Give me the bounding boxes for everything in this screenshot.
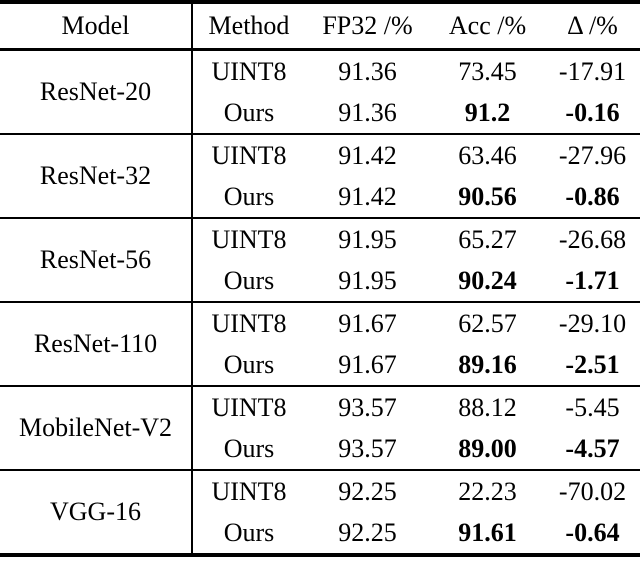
fp32-cell: 91.42 bbox=[305, 133, 430, 176]
acc-cell: 22.23 bbox=[430, 469, 545, 512]
fp32-cell: 91.95 bbox=[305, 217, 430, 260]
col-header-method: Method bbox=[191, 2, 305, 51]
delta-cell: -27.96 bbox=[545, 133, 640, 176]
model-cell: MobileNet-V2 bbox=[0, 385, 192, 470]
fp32-cell: 91.36 bbox=[338, 56, 397, 86]
method-cell: UINT8 bbox=[191, 301, 305, 344]
acc-cell: 91.2 bbox=[464, 97, 511, 127]
delta-cell: -1.71 bbox=[565, 265, 620, 295]
table-row: MobileNet-V2 UINT8 93.57 88.12 -5.45 bbox=[0, 385, 640, 470]
delta-cell: -17.91 bbox=[558, 56, 627, 86]
delta-cell: -4.57 bbox=[565, 433, 620, 463]
method-cell: UINT8 bbox=[191, 217, 305, 260]
table-row: ResNet-20 UINT8 91.36 73.45 -17.91 bbox=[0, 49, 640, 106]
fp32-cell: 91.67 bbox=[338, 349, 397, 379]
acc-cell: 89.00 bbox=[458, 433, 517, 463]
table-row: Ours 91.42 90.56 -0.86 bbox=[0, 176, 640, 218]
acc-cell: 65.27 bbox=[430, 217, 545, 260]
fp32-cell: 92.25 bbox=[338, 517, 397, 547]
delta-cell: -5.45 bbox=[545, 385, 640, 428]
delta-cell: -70.02 bbox=[545, 469, 640, 512]
fp32-cell: 93.57 bbox=[338, 433, 397, 463]
col-header-model: Model bbox=[0, 2, 192, 51]
delta-cell: -29.10 bbox=[545, 301, 640, 344]
method-cell: Ours bbox=[191, 176, 305, 218]
method-cell: Ours bbox=[191, 92, 305, 134]
acc-cell: 89.16 bbox=[458, 349, 517, 379]
acc-cell: 88.12 bbox=[430, 385, 545, 428]
col-header-acc: Acc /% bbox=[430, 2, 545, 51]
method-cell: UINT8 bbox=[191, 469, 305, 512]
table-row: ResNet-32 UINT8 91.42 63.46 -27.96 bbox=[0, 133, 640, 218]
table-row: Ours 91.67 89.16 -2.51 bbox=[0, 344, 640, 386]
delta-cell: -2.51 bbox=[565, 349, 620, 379]
acc-cell: 90.24 bbox=[458, 265, 517, 295]
fp32-cell: 91.36 bbox=[338, 97, 397, 127]
acc-cell: 73.45 bbox=[458, 56, 517, 86]
fp32-cell: 91.95 bbox=[338, 265, 397, 295]
acc-cell: 90.56 bbox=[458, 181, 517, 211]
method-cell: UINT8 bbox=[191, 49, 305, 92]
fp32-cell: 92.25 bbox=[305, 469, 430, 512]
fp32-cell: 93.57 bbox=[305, 385, 430, 428]
model-cell: ResNet-56 bbox=[0, 217, 192, 302]
method-cell: Ours bbox=[191, 512, 305, 555]
table-row: Ours 92.25 91.61 -0.64 bbox=[0, 512, 640, 555]
acc-cell: 62.57 bbox=[430, 301, 545, 344]
method-cell: UINT8 bbox=[191, 385, 305, 428]
model-cell: VGG-16 bbox=[0, 469, 192, 555]
table-row: Ours 93.57 89.00 -4.57 bbox=[0, 428, 640, 470]
fp32-cell: 91.67 bbox=[305, 301, 430, 344]
table-row: Ours 91.36 91.2 -0.16 bbox=[0, 92, 640, 134]
model-cell: ResNet-110 bbox=[0, 301, 192, 386]
method-cell: Ours bbox=[191, 260, 305, 302]
model-cell: ResNet-32 bbox=[0, 133, 192, 218]
col-header-fp32: FP32 /% bbox=[305, 2, 430, 51]
acc-cell: 63.46 bbox=[430, 133, 545, 176]
method-cell: UINT8 bbox=[191, 133, 305, 176]
delta-cell: -0.16 bbox=[565, 97, 620, 127]
acc-cell: 91.61 bbox=[458, 517, 517, 547]
table-row: ResNet-56 UINT8 91.95 65.27 -26.68 bbox=[0, 217, 640, 302]
model-cell: ResNet-20 bbox=[39, 77, 152, 106]
col-header-delta: Δ /% bbox=[545, 2, 640, 51]
fp32-cell: 91.42 bbox=[338, 181, 397, 211]
method-cell: Ours bbox=[191, 344, 305, 386]
results-table: Model Method FP32 /% Acc /% Δ /% ResNet-… bbox=[0, 0, 640, 557]
method-cell: Ours bbox=[191, 428, 305, 470]
table-row: VGG-16 UINT8 92.25 22.23 -70.02 bbox=[0, 469, 640, 555]
delta-cell: -0.64 bbox=[565, 517, 620, 547]
table-row: ResNet-110 UINT8 91.67 62.57 -29.10 bbox=[0, 301, 640, 386]
table-row: Ours 91.95 90.24 -1.71 bbox=[0, 260, 640, 302]
delta-cell: -0.86 bbox=[565, 181, 620, 211]
header-row: Model Method FP32 /% Acc /% Δ /% bbox=[0, 2, 640, 51]
delta-cell: -26.68 bbox=[545, 217, 640, 260]
